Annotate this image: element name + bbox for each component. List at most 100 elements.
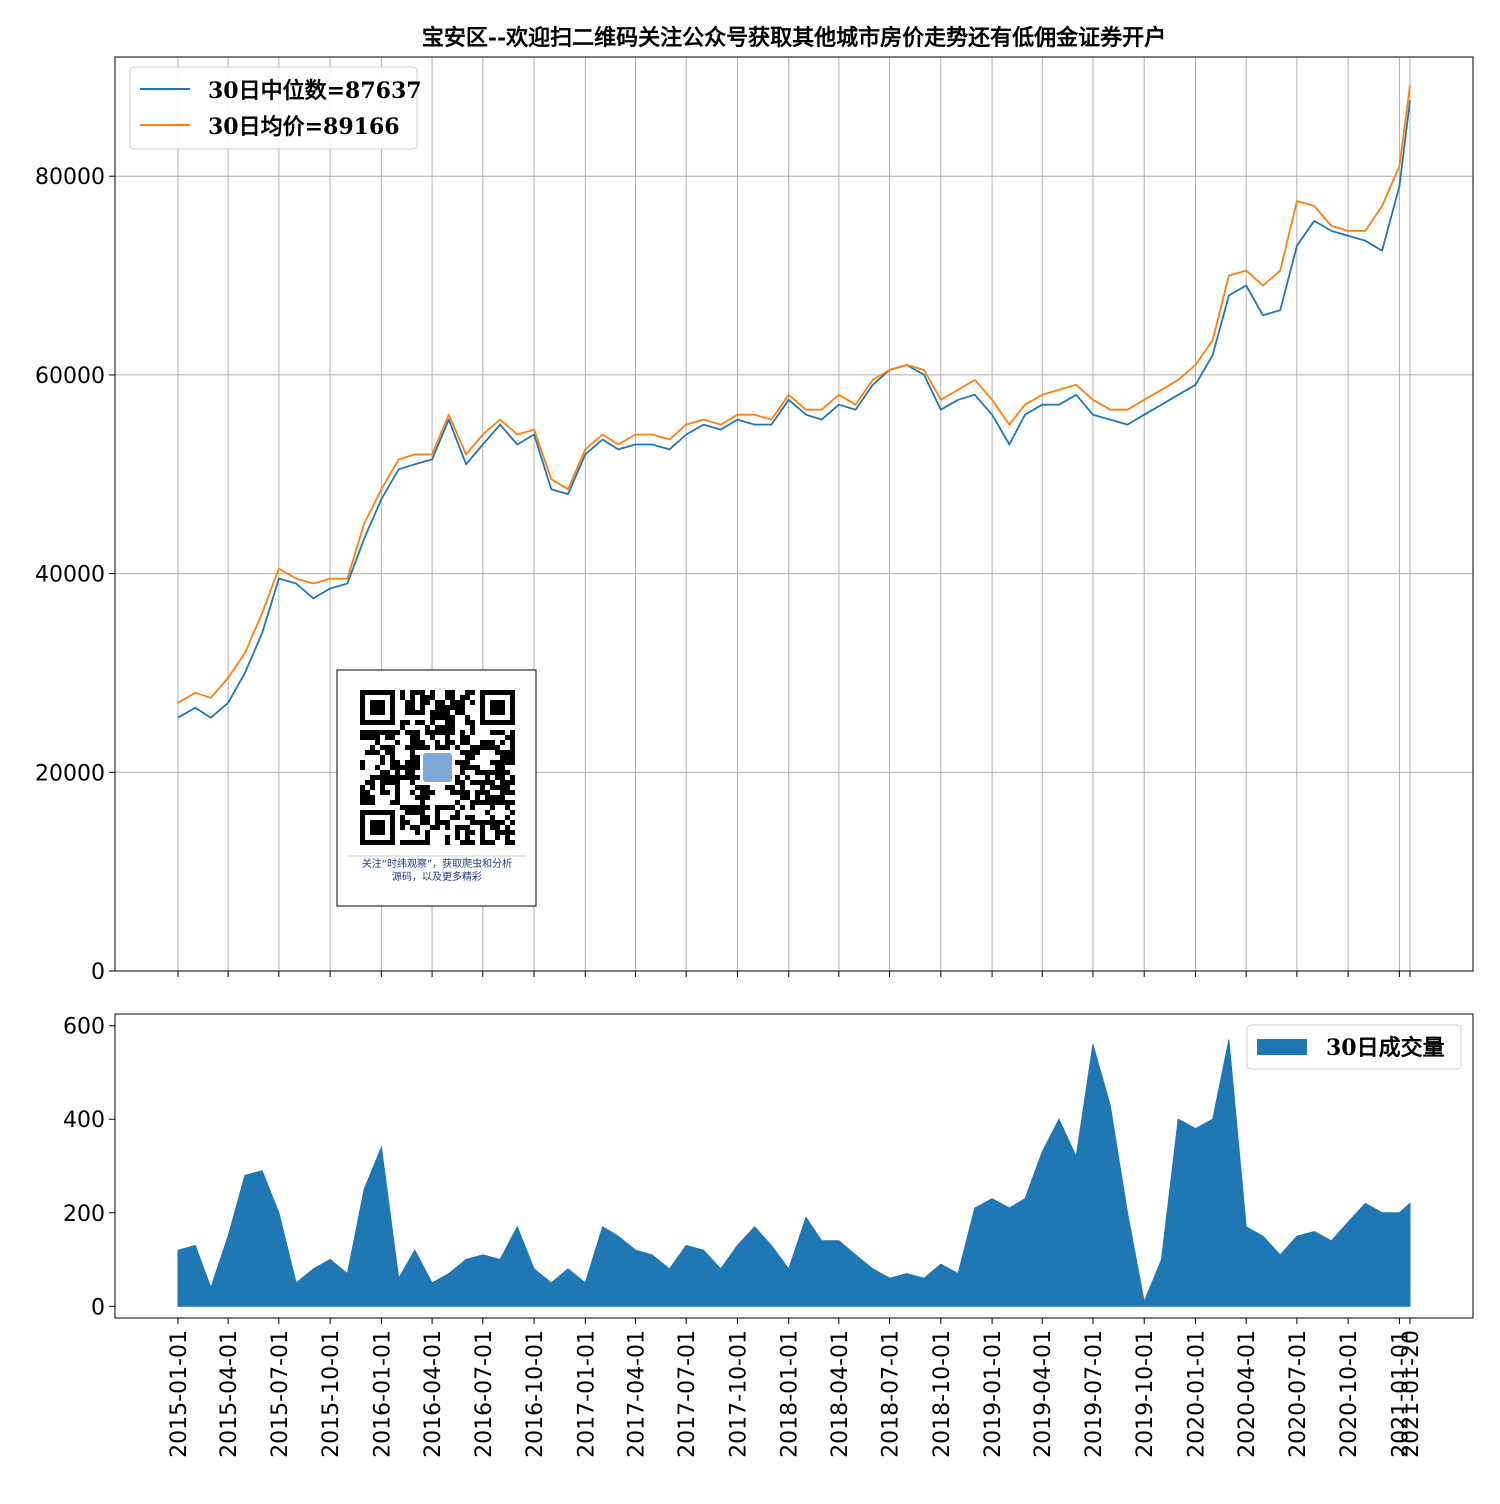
qr-module bbox=[425, 830, 430, 835]
qr-module bbox=[455, 710, 460, 715]
qr-module bbox=[460, 750, 465, 755]
qr-module bbox=[510, 760, 515, 765]
qr-module bbox=[490, 795, 495, 800]
qr-module bbox=[510, 730, 515, 735]
qr-module bbox=[500, 775, 505, 780]
qr-module bbox=[445, 725, 450, 730]
qr-module bbox=[425, 700, 430, 705]
qr-module bbox=[395, 790, 400, 795]
legend-swatch bbox=[1257, 1039, 1307, 1055]
qr-module bbox=[465, 840, 470, 845]
qr-module bbox=[455, 790, 460, 795]
qr-module bbox=[435, 815, 440, 820]
price-legend-box bbox=[129, 66, 418, 150]
qr-module bbox=[365, 800, 370, 805]
qr-module bbox=[505, 755, 510, 760]
qr-module bbox=[460, 790, 465, 795]
qr-module bbox=[390, 780, 395, 785]
qr-module bbox=[395, 775, 400, 780]
qr-module bbox=[415, 810, 420, 815]
qr-module bbox=[415, 690, 420, 695]
qr-module bbox=[505, 735, 510, 740]
qr-module bbox=[470, 690, 475, 695]
qr-module bbox=[445, 805, 450, 810]
qr-module bbox=[440, 715, 445, 720]
x-tick-label: 2020-01-01 bbox=[1185, 1330, 1210, 1458]
qr-module bbox=[505, 750, 510, 755]
x-tick-label: 2015-04-01 bbox=[217, 1330, 242, 1458]
qr-module bbox=[500, 765, 505, 770]
qr-module bbox=[495, 760, 500, 765]
qr-module bbox=[460, 710, 465, 715]
qr-module bbox=[460, 730, 465, 735]
qr-module bbox=[475, 745, 480, 750]
series-line-median bbox=[177, 100, 1411, 719]
volume-y-tick-label: 600 bbox=[63, 1015, 105, 1040]
qr-module bbox=[415, 760, 420, 765]
qr-module bbox=[385, 770, 390, 775]
qr-module bbox=[375, 740, 380, 745]
qr-module bbox=[505, 825, 510, 830]
qr-module bbox=[410, 690, 415, 695]
qr-module bbox=[410, 775, 415, 780]
qr-module bbox=[410, 740, 415, 745]
qr-module bbox=[450, 715, 455, 720]
series-line-mean bbox=[177, 85, 1411, 704]
qr-module bbox=[490, 785, 495, 790]
qr-module bbox=[440, 725, 445, 730]
qr-module bbox=[490, 740, 495, 745]
qr-module bbox=[465, 835, 470, 840]
qr-module bbox=[435, 705, 440, 710]
qr-module bbox=[460, 825, 465, 830]
qr-module bbox=[390, 750, 395, 755]
qr-module bbox=[420, 820, 425, 825]
qr-module bbox=[430, 695, 435, 700]
x-tick-label: 2017-01-01 bbox=[574, 1330, 599, 1458]
qr-module bbox=[465, 830, 470, 835]
qr-module bbox=[500, 790, 505, 795]
qr-module bbox=[470, 730, 475, 735]
qr-module bbox=[495, 820, 500, 825]
qr-module bbox=[425, 695, 430, 700]
qr-module bbox=[475, 770, 480, 775]
qr-module bbox=[465, 740, 470, 745]
qr-module bbox=[435, 810, 440, 815]
x-tick-label: 2021-01-01 bbox=[1388, 1330, 1413, 1458]
qr-module bbox=[390, 800, 395, 805]
qr-module bbox=[385, 790, 390, 795]
qr-module bbox=[460, 770, 465, 775]
qr-module bbox=[450, 705, 455, 710]
qr-module bbox=[460, 840, 465, 845]
qr-module bbox=[475, 800, 480, 805]
qr-module bbox=[435, 820, 440, 825]
qr-module bbox=[405, 710, 410, 715]
x-tick-label: 2017-07-01 bbox=[675, 1330, 700, 1458]
qr-module bbox=[410, 790, 415, 795]
qr-module bbox=[470, 755, 475, 760]
qr-module bbox=[495, 825, 500, 830]
qr-module bbox=[455, 800, 460, 805]
qr-module bbox=[405, 765, 410, 770]
qr-module bbox=[400, 825, 405, 830]
qr-module bbox=[415, 765, 420, 770]
qr-module bbox=[405, 705, 410, 710]
qr-module bbox=[470, 820, 475, 825]
x-tick-label: 2016-01-01 bbox=[370, 1330, 395, 1458]
qr-module bbox=[475, 780, 480, 785]
qr-module bbox=[455, 780, 460, 785]
qr-module bbox=[410, 755, 415, 760]
qr-module bbox=[395, 800, 400, 805]
qr-code-box bbox=[336, 669, 537, 907]
qr-module bbox=[465, 760, 470, 765]
volume-axes: 0 200 400 600 2015-01-01 2015-04-01 2015-07-01… bbox=[63, 1013, 1474, 1458]
qr-module bbox=[405, 840, 410, 845]
qr-module bbox=[420, 710, 425, 715]
price-y-tick-label: 0 bbox=[91, 960, 105, 985]
qr-module bbox=[465, 815, 470, 820]
qr-module bbox=[505, 760, 510, 765]
qr-module bbox=[435, 730, 440, 735]
qr-module bbox=[360, 735, 365, 740]
price-legend: 30日中位数=87637 30日均价=89166 bbox=[129, 66, 422, 150]
qr-module bbox=[465, 715, 470, 720]
qr-module bbox=[495, 770, 500, 775]
